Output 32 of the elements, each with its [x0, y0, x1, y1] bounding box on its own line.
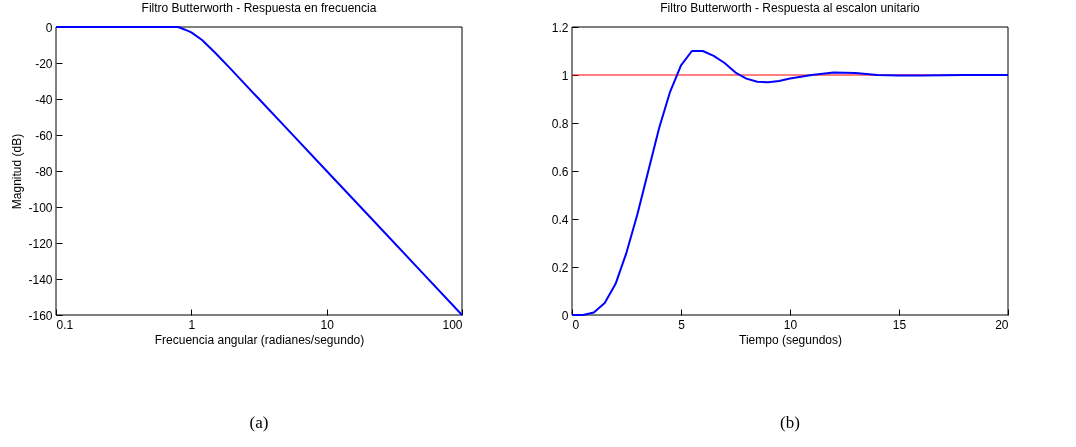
- line-series: [571, 50, 1009, 316]
- chart-title: Filtro Butterworth - Respuesta al escalon unitario: [660, 1, 921, 15]
- y-tick-label: 1.2: [551, 20, 569, 35]
- text: (b): [780, 413, 800, 432]
- y-tick-label: 0.2: [551, 260, 569, 275]
- y-tick-label: 1: [561, 68, 569, 83]
- y-tick-label: -160: [28, 308, 53, 323]
- y-tick-label: -120: [28, 236, 53, 251]
- y-tick-label: -100: [28, 200, 53, 215]
- y-tick-label: 0.6: [551, 164, 569, 179]
- y-axis-title: Magnitud (dB): [10, 133, 25, 210]
- x-axis-title: Tiempo (segundos): [739, 332, 842, 347]
- x-tick-label: 100: [442, 317, 463, 332]
- x-tick-label: 5: [678, 317, 686, 332]
- y-tick-label: -40: [35, 92, 53, 107]
- y-tick-label: 0.8: [551, 116, 569, 131]
- x-tick-label: 1: [188, 317, 196, 332]
- x-tick-label: 0: [572, 317, 580, 332]
- text: (a): [249, 413, 269, 432]
- y-tick-label: 0: [45, 20, 53, 35]
- y-tick-label: -60: [35, 128, 53, 143]
- x-tick-label: 10: [783, 317, 798, 332]
- y-tick-label: 0.4: [551, 212, 569, 227]
- x-tick-label: 20: [995, 317, 1009, 332]
- y-tick-label: -80: [35, 164, 53, 179]
- y-tick-label: -140: [28, 272, 53, 287]
- y-tick-label: -20: [35, 56, 53, 71]
- x-tick-label: 0.1: [56, 317, 74, 332]
- x-axis-title: Frecuencia angular (radianes/segundo): [154, 332, 365, 347]
- x-tick-label: 10: [320, 317, 335, 332]
- chart-title: Filtro Butterworth - Respuesta en frecuencia: [141, 1, 377, 15]
- x-tick-label: 15: [892, 317, 907, 332]
